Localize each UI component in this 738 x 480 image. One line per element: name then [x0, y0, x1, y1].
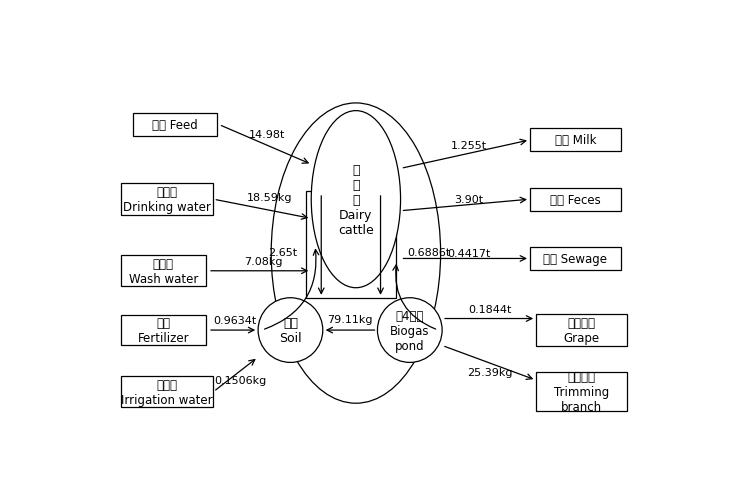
- FancyBboxPatch shape: [536, 314, 627, 347]
- Circle shape: [377, 298, 442, 363]
- FancyBboxPatch shape: [530, 129, 621, 152]
- Text: 污水 Sewage: 污水 Sewage: [543, 252, 607, 265]
- FancyBboxPatch shape: [536, 372, 627, 411]
- Text: 灌溉水
Irrigation water: 灌溉水 Irrigation water: [122, 378, 213, 406]
- Text: 7.08kg: 7.08kg: [244, 256, 283, 266]
- Text: 18.59kg: 18.59kg: [247, 192, 292, 203]
- Ellipse shape: [271, 104, 441, 403]
- Text: 葡萄果实
Grape: 葡萄果实 Grape: [563, 316, 599, 344]
- Text: 2.65t: 2.65t: [268, 248, 297, 258]
- Text: 0.1506kg: 0.1506kg: [214, 375, 266, 385]
- Text: 土壤
Soil: 土壤 Soil: [279, 316, 302, 344]
- Text: 牛奶 Milk: 牛奶 Milk: [554, 134, 596, 147]
- Text: 3.90t: 3.90t: [455, 195, 483, 205]
- Text: 化肥
Fertilizer: 化肥 Fertilizer: [137, 316, 189, 344]
- Text: 1.255t: 1.255t: [451, 141, 487, 151]
- Text: 冲洗水
Wash water: 冲洗水 Wash water: [128, 257, 198, 285]
- Text: 冬剪枝条
Trimming
branch: 冬剪枝条 Trimming branch: [554, 371, 609, 413]
- FancyBboxPatch shape: [530, 247, 621, 270]
- FancyBboxPatch shape: [121, 315, 206, 346]
- Text: 79.11kg: 79.11kg: [328, 314, 373, 324]
- Bar: [306, 192, 396, 298]
- Text: 14.98t: 14.98t: [249, 130, 286, 139]
- Text: 25.39kg: 25.39kg: [467, 368, 513, 378]
- Text: 粪便 Feces: 粪便 Feces: [550, 193, 601, 206]
- FancyBboxPatch shape: [121, 256, 206, 287]
- Text: 奶
牛
场
Dairy
cattle: 奶 牛 场 Dairy cattle: [338, 163, 373, 236]
- FancyBboxPatch shape: [121, 376, 213, 407]
- Text: 饮用水
Drinking water: 饮用水 Drinking water: [123, 186, 211, 214]
- Text: 氧4气池
Biogas
pond: 氧4气池 Biogas pond: [390, 309, 430, 352]
- Circle shape: [258, 298, 323, 363]
- Text: 0.9634t: 0.9634t: [213, 315, 257, 325]
- Text: 0.4417t: 0.4417t: [447, 249, 491, 259]
- Ellipse shape: [311, 111, 401, 288]
- FancyBboxPatch shape: [133, 114, 217, 137]
- Text: 饲料 Feed: 饲料 Feed: [152, 119, 198, 132]
- Text: 0.1844t: 0.1844t: [468, 304, 511, 314]
- FancyBboxPatch shape: [121, 184, 213, 216]
- Text: 0.6886t: 0.6886t: [407, 248, 451, 258]
- FancyBboxPatch shape: [530, 188, 621, 211]
